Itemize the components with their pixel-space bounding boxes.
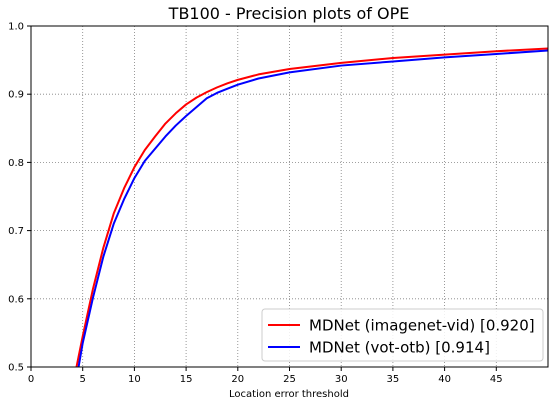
legend-label-1: MDNet (imagenet-vid) [0.920] [309, 317, 535, 335]
x-tick-label: 25 [283, 374, 296, 385]
x-tick-label: 45 [490, 374, 503, 385]
x-tick-label: 20 [231, 374, 244, 385]
legend-label-2: MDNet (vot-otb) [0.914] [309, 339, 490, 357]
x-tick-label: 10 [128, 374, 141, 385]
x-tick-label: 0 [28, 374, 34, 385]
x-tick-label: 35 [387, 374, 400, 385]
y-tick-label: 1.0 [8, 22, 24, 33]
series-line-2 [77, 49, 548, 367]
x-tick-label: 15 [180, 374, 193, 385]
x-tick-label: 30 [335, 374, 348, 385]
legend: MDNet (imagenet-vid) [0.920] MDNet (vot-o… [261, 308, 544, 362]
y-tick-label: 0.6 [8, 294, 24, 305]
y-tick-label: 0.8 [8, 158, 24, 169]
x-axis-label: Location error threshold [229, 389, 349, 400]
series-line-1 [75, 47, 548, 367]
grid [31, 26, 548, 367]
chart-title: TB100 - Precision plots of OPE [168, 4, 410, 23]
x-tick-label: 40 [438, 374, 451, 385]
y-tick-label: 0.9 [8, 90, 24, 101]
x-tick-label: 5 [80, 374, 86, 385]
y-tick-label: 0.5 [8, 363, 24, 374]
series-lines [75, 47, 548, 367]
legend-box [261, 308, 544, 362]
axis-ticks: 0 5 10 15 20 25 30 35 40 45 0.5 0.6 0.7 0.8 0.9 1.0 [8, 22, 503, 386]
y-tick-label: 0.7 [8, 226, 24, 237]
